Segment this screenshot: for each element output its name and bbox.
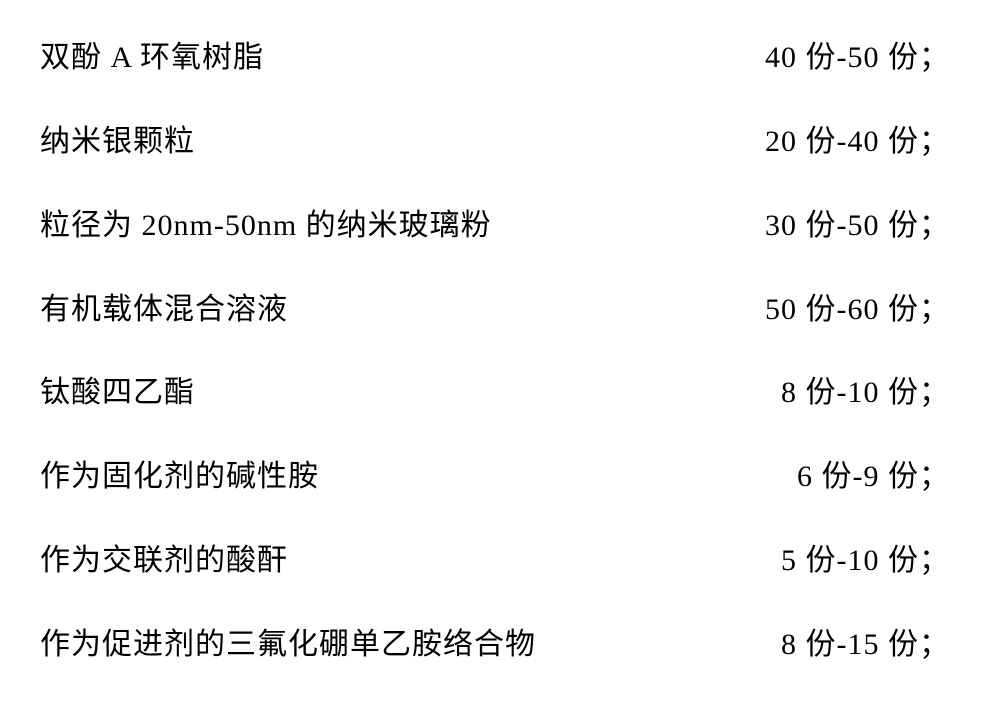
ingredient-name: 作为交联剂的酸酐 — [40, 543, 288, 579]
ingredient-amount: 50 份-60 份； — [765, 292, 950, 328]
ingredient-name: 有机载体混合溶液 — [40, 292, 288, 328]
ingredient-name: 作为固化剂的碱性胺 — [40, 459, 319, 495]
ingredient-amount: 20 份-40 份； — [765, 124, 950, 160]
list-item: 双酚 A 环氧树脂 40 份-50 份； — [40, 40, 950, 76]
ingredient-amount: 8 份-15 份； — [781, 627, 950, 663]
list-item: 有机载体混合溶液 50 份-60 份； — [40, 292, 950, 328]
list-item: 纳米银颗粒 20 份-40 份； — [40, 124, 950, 160]
ingredient-amount: 30 份-50 份； — [765, 208, 950, 244]
ingredient-name: 双酚 A 环氧树脂 — [40, 40, 264, 76]
ingredient-name: 粒径为 20nm-50nm 的纳米玻璃粉 — [40, 208, 492, 244]
list-item: 作为交联剂的酸酐 5 份-10 份； — [40, 543, 950, 579]
ingredient-name: 作为促进剂的三氟化硼单乙胺络合物 — [40, 627, 536, 663]
list-item: 钛酸四乙酯 8 份-10 份； — [40, 375, 950, 411]
ingredient-list: 双酚 A 环氧树脂 40 份-50 份； 纳米银颗粒 20 份-40 份； 粒径… — [0, 0, 1000, 703]
ingredient-name: 纳米银颗粒 — [40, 124, 195, 160]
list-item: 粒径为 20nm-50nm 的纳米玻璃粉 30 份-50 份； — [40, 208, 950, 244]
ingredient-amount: 5 份-10 份； — [781, 543, 950, 579]
list-item: 作为固化剂的碱性胺 6 份-9 份； — [40, 459, 950, 495]
ingredient-amount: 6 份-9 份； — [797, 459, 950, 495]
ingredient-name: 钛酸四乙酯 — [40, 375, 195, 411]
ingredient-amount: 8 份-10 份； — [781, 375, 950, 411]
list-item: 作为促进剂的三氟化硼单乙胺络合物 8 份-15 份； — [40, 627, 950, 663]
ingredient-amount: 40 份-50 份； — [765, 40, 950, 76]
